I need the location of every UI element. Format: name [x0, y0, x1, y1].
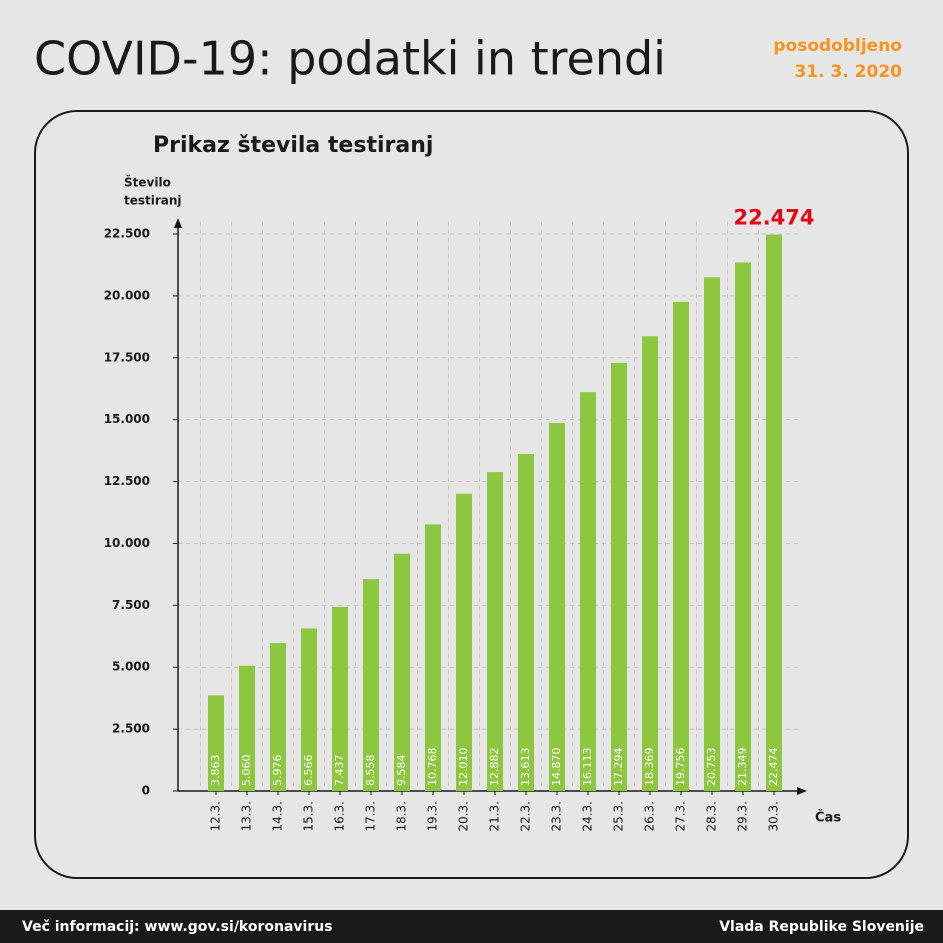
y-tick-label: 17.500 — [104, 350, 150, 364]
bar — [487, 472, 503, 791]
bar — [735, 262, 751, 791]
bar — [425, 524, 441, 791]
bar — [301, 628, 317, 791]
x-tick-label: 15.3. — [302, 801, 316, 832]
x-tick-label: 13.3. — [240, 801, 254, 832]
bar — [549, 422, 565, 791]
x-axis-label: Čas — [815, 810, 841, 826]
x-tick-label: 27.3. — [674, 801, 688, 832]
footer-bar — [0, 910, 943, 943]
y-tick-label: 15.000 — [104, 412, 150, 426]
value-label: 3.863 — [209, 755, 222, 787]
bar — [394, 553, 410, 791]
y-tick-label: 7.500 — [112, 598, 150, 612]
bar — [611, 362, 627, 791]
x-tick-label: 12.3. — [209, 801, 223, 832]
x-tick-label: 28.3. — [705, 801, 719, 832]
chart-title: Prikaz števila testiranj — [153, 133, 433, 158]
x-tick-label: 17.3. — [364, 801, 378, 832]
value-label: 12.882 — [488, 748, 501, 787]
highlight-label: 22.474 — [733, 206, 814, 230]
bar — [270, 643, 286, 791]
bar — [766, 234, 782, 791]
value-label: 13.613 — [519, 748, 532, 787]
x-tick-label: 19.3. — [426, 801, 440, 832]
bar — [208, 695, 224, 791]
x-tick-label: 24.3. — [581, 801, 595, 832]
y-tick-label: 22.500 — [104, 227, 150, 241]
bar — [580, 392, 596, 791]
bar — [456, 493, 472, 791]
value-label: 14.870 — [550, 748, 563, 787]
updated-date: 31. 3. 2020 — [794, 62, 902, 82]
footer-org: Vlada Republike Slovenije — [719, 919, 924, 935]
x-tick-label: 18.3. — [395, 801, 409, 832]
value-label: 5.976 — [271, 755, 284, 787]
panel — [34, 110, 909, 879]
value-label: 16.113 — [581, 748, 594, 787]
value-label: 12.010 — [457, 748, 470, 787]
value-label: 20.753 — [705, 748, 718, 787]
plot: 0 2.500 5.000 7.500 10.000 12.500 15.000 17.500… — [104, 206, 815, 832]
x-tick-label: 16.3. — [333, 801, 347, 832]
value-label: 19.756 — [674, 748, 687, 787]
y-axis-label: Število — [124, 175, 171, 190]
x-axis-arrow — [797, 787, 807, 795]
bar — [332, 606, 348, 791]
y-tick-label: 10.000 — [104, 536, 150, 550]
bar — [673, 301, 689, 791]
x-tick-label: 26.3. — [643, 801, 657, 832]
value-label: 10.768 — [426, 748, 439, 787]
value-label: 21.349 — [736, 748, 749, 787]
y-axis-label: testiranj — [124, 194, 182, 208]
bar — [642, 336, 658, 791]
x-tick-label: 22.3. — [519, 801, 533, 832]
x-tick-label: 20.3. — [457, 801, 471, 832]
bar — [704, 277, 720, 792]
bar — [518, 454, 534, 791]
x-tick-label: 30.3. — [767, 801, 781, 832]
value-label: 22.474 — [767, 748, 780, 787]
bar — [239, 665, 255, 791]
x-tick-label: 21.3. — [488, 801, 502, 832]
value-label: 5.060 — [240, 755, 253, 787]
value-label: 9.584 — [395, 755, 408, 787]
x-tick-label: 25.3. — [612, 801, 626, 832]
x-tick-label: 29.3. — [736, 801, 750, 832]
x-tick-label: 23.3. — [550, 801, 564, 832]
y-tick-label: 5.000 — [112, 660, 150, 674]
y-tick-label: 20.000 — [104, 288, 150, 302]
value-label: 8.558 — [364, 755, 377, 787]
y-tick-label: 0 — [142, 784, 150, 798]
page-title: COVID-19: podatki in trendi — [34, 32, 666, 86]
footer-link: Več informacij: www.gov.si/koronavirus — [22, 919, 333, 935]
value-label: 17.294 — [612, 748, 625, 787]
updated-label: posodobljeno — [773, 36, 902, 56]
value-label: 6.566 — [302, 755, 315, 787]
value-label: 18.369 — [643, 748, 656, 787]
y-axis-arrow — [174, 218, 182, 228]
y-tick-label: 2.500 — [112, 722, 150, 736]
bar — [363, 579, 379, 791]
x-tick-label: 14.3. — [271, 801, 285, 832]
value-label: 7.437 — [333, 755, 346, 787]
y-tick-label: 12.500 — [104, 474, 150, 488]
